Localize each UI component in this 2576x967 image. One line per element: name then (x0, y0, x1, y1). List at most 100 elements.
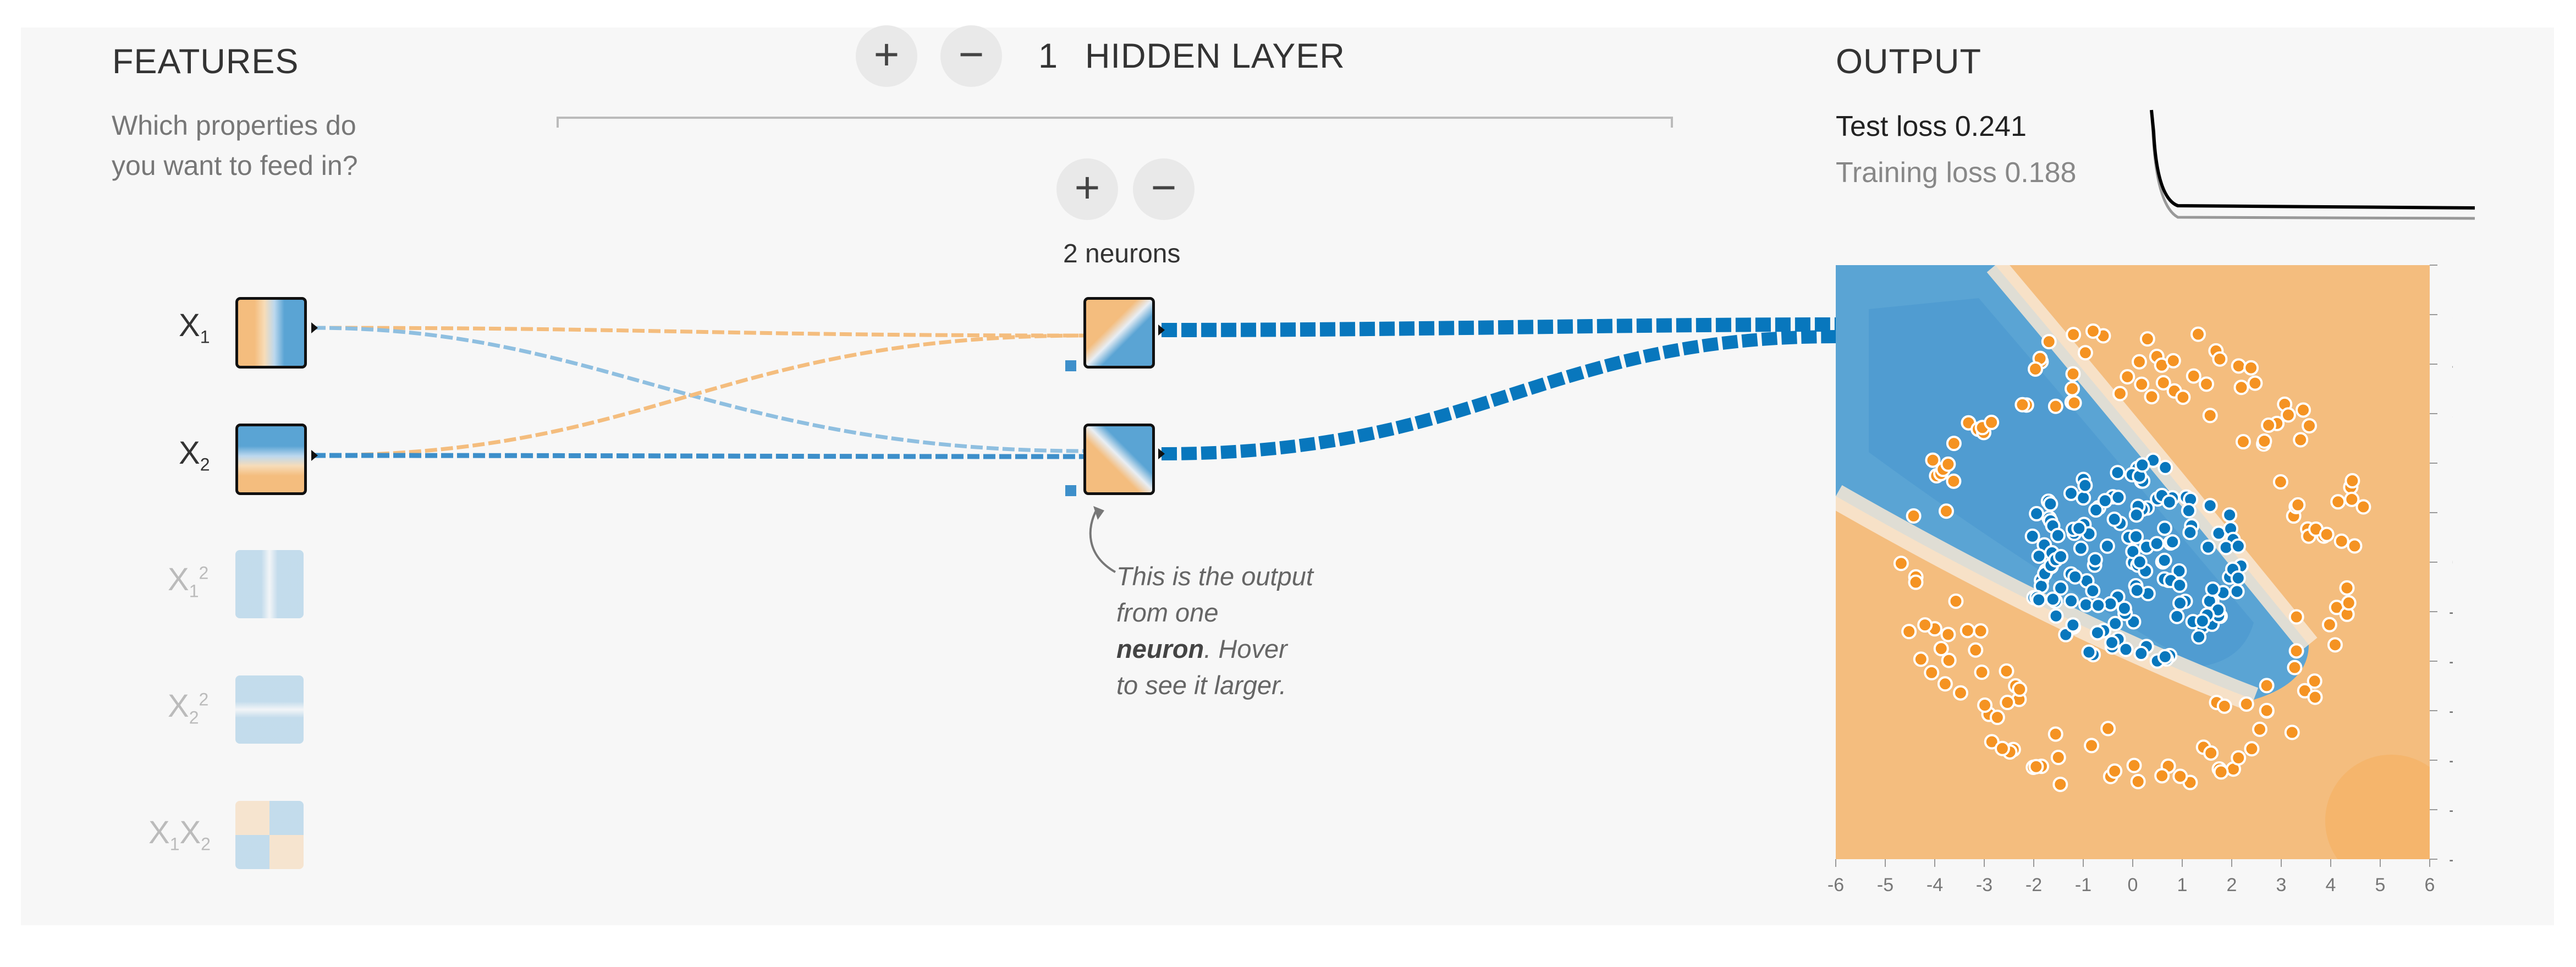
x-tick-label: 1 (2177, 875, 2188, 895)
feature-node-x2[interactable] (235, 424, 307, 495)
bias-h2[interactable] (1065, 485, 1076, 496)
blue-data-point (2043, 496, 2058, 512)
remove-layer-button[interactable]: − (940, 25, 1002, 87)
orange-data-point (1989, 710, 2005, 726)
add-neuron-button[interactable]: + (1056, 158, 1118, 220)
orange-data-point (2028, 759, 2044, 774)
blue-data-point (2118, 641, 2134, 657)
blue-data-point (2200, 539, 2216, 555)
y-tick-label: 3 (2452, 404, 2453, 425)
orange-data-point (2302, 418, 2318, 434)
x-tick-label: 0 (2128, 875, 2138, 895)
orange-data-point (2355, 499, 2371, 515)
orange-data-point (2290, 497, 2306, 513)
annotation-line3: neuron. Hover (1116, 631, 1313, 667)
blue-data-point (2053, 548, 2069, 564)
heatmap-orange-deep (2325, 755, 2430, 859)
y-tick-label: -2 (2449, 651, 2453, 672)
orange-data-point (1999, 663, 2014, 679)
orange-data-point (1940, 456, 1956, 472)
bias-h1[interactable] (1065, 360, 1076, 371)
orange-data-point (2144, 389, 2160, 405)
add-layer-button[interactable]: + (856, 25, 917, 87)
blue-data-point (2088, 502, 2104, 518)
orange-data-point (2244, 741, 2260, 757)
training-loss-label: Training loss (1836, 157, 1997, 189)
orange-data-point (2155, 375, 2171, 391)
feature-node-x1[interactable] (235, 297, 307, 369)
blue-data-point (2063, 593, 2079, 609)
orange-data-point (2347, 538, 2363, 554)
link-h1-out[interactable] (1161, 317, 1837, 337)
orange-data-point (2154, 768, 2170, 784)
orange-data-point (2066, 327, 2082, 343)
orange-data-point (2190, 326, 2206, 342)
blue-data-point (2128, 507, 2144, 523)
blue-data-point (2024, 528, 2040, 544)
link-x2-h1[interactable] (313, 333, 1087, 458)
feature-node-x1-squared[interactable] (235, 550, 304, 618)
feature-node-x2-squared[interactable] (235, 675, 304, 744)
orange-data-point (1952, 685, 1968, 701)
orange-data-point (2307, 689, 2323, 705)
blue-data-point (2125, 543, 2141, 559)
orange-data-point (1941, 652, 1957, 668)
blue-data-point (2090, 597, 2106, 613)
y-axis-ticks: 6 5 4 3 2 1 0 -1 -2 -3 -4 -5 -6 (2430, 255, 2453, 870)
y-tick-label: -1 (2449, 602, 2453, 623)
orange-data-point (2213, 764, 2229, 780)
annotation-line3-rest: . Hover (1204, 634, 1287, 663)
orange-data-point (2130, 773, 2146, 789)
test-loss-label: Test loss (1836, 111, 1947, 142)
orange-data-point (2307, 673, 2322, 689)
blue-data-point (2205, 581, 2221, 597)
orange-data-point (2321, 617, 2337, 633)
orange-data-point (2131, 354, 2147, 370)
blue-data-point (2230, 538, 2246, 554)
orange-data-point (2085, 323, 2101, 339)
blue-data-point (2191, 629, 2207, 645)
hidden-neuron-1[interactable] (1083, 297, 1155, 369)
orange-data-point (1940, 627, 1956, 642)
blue-data-point (2116, 600, 2132, 616)
output-heatmap[interactable] (1836, 265, 2430, 859)
blue-data-point (2106, 512, 2122, 528)
orange-data-point (2256, 433, 2272, 449)
orange-data-point (2000, 695, 2016, 711)
link-h2-out[interactable] (1161, 330, 1837, 460)
orange-data-point (2186, 368, 2201, 384)
orange-data-point (2107, 763, 2123, 779)
output-title: OUTPUT (1836, 42, 1981, 81)
annotation-line4: to see it larger. (1116, 671, 1287, 700)
orange-data-point (1917, 617, 1933, 633)
blue-data-point (2182, 525, 2198, 541)
remove-neuron-button[interactable]: − (1133, 158, 1195, 220)
orange-data-point (2084, 738, 2100, 754)
hidden-neuron-2[interactable] (1083, 424, 1155, 495)
blue-data-point (2031, 592, 2047, 608)
orange-data-point (2100, 721, 2116, 737)
orange-data-point (1906, 508, 1922, 524)
link-x2-h2[interactable] (313, 453, 1087, 459)
link-x1-h1[interactable] (313, 326, 1087, 338)
orange-data-point (2252, 721, 2267, 737)
heatmap-axes: -6 -5 -4 -3 -2 -1 0 1 2 3 4 5 6 6 5 4 3 2 1 0 -1 -2 -3 -4 -5 -6 (1828, 255, 2453, 895)
feature-node-x1x2[interactable] (235, 801, 304, 869)
orange-data-point (2139, 331, 2155, 347)
feature-label-x2sq-sup: 2 (199, 689, 209, 710)
x-tick-label: -3 (1976, 875, 1992, 895)
orange-data-point (1974, 664, 1990, 680)
x-tick-label: 4 (2326, 875, 2336, 895)
orange-data-point (2047, 398, 2063, 414)
orange-data-point (2077, 345, 2093, 361)
feature-label-x1x2-sub2: 2 (201, 834, 211, 854)
orange-data-point (1937, 676, 1953, 692)
orange-data-point (2199, 376, 2215, 392)
orange-data-point (2243, 360, 2259, 376)
feature-label-x2-squared: X22 (168, 688, 208, 728)
h1-output-marker (1158, 325, 1165, 336)
link-x1-h2[interactable] (313, 326, 1087, 453)
orange-data-point (2280, 407, 2296, 423)
orange-data-point (2134, 376, 2150, 392)
